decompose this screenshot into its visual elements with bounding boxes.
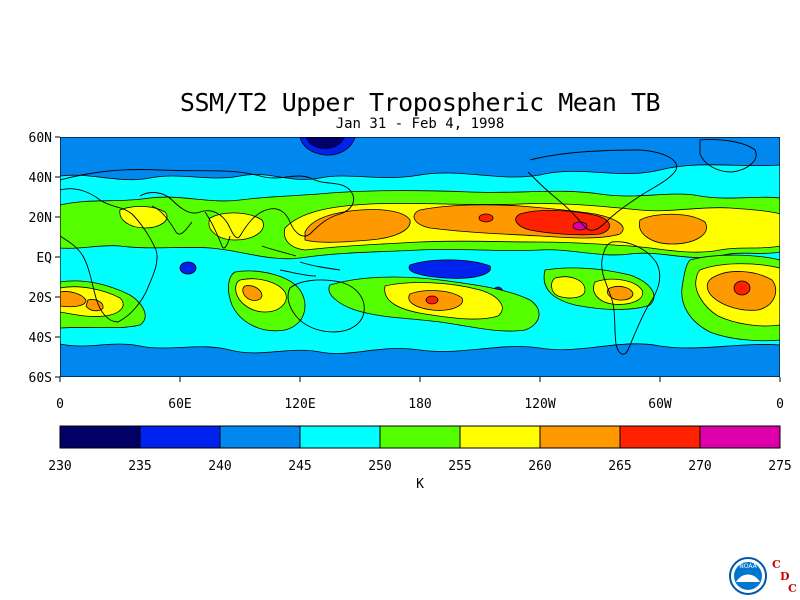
colorbar-swatch bbox=[619, 425, 701, 449]
lat-tick-label: 60S bbox=[29, 371, 52, 386]
lon-tick-label: 60W bbox=[648, 397, 672, 412]
field-270-north bbox=[572, 221, 588, 231]
field-base bbox=[60, 137, 780, 377]
colorbar-level-label: 245 bbox=[288, 459, 311, 474]
field-235-indian bbox=[179, 261, 197, 275]
lon-tick-label: 60E bbox=[168, 397, 191, 412]
field-260-south bbox=[60, 271, 776, 312]
cdc-letter-1: C bbox=[772, 558, 781, 571]
colorbar-swatch bbox=[539, 425, 621, 449]
colorbar-unit: K bbox=[416, 477, 424, 492]
lat-tick-label: 60N bbox=[29, 131, 52, 146]
lon-tick-label: 120E bbox=[284, 397, 315, 412]
field-240-north bbox=[60, 137, 780, 181]
lon-tick-label: 0 bbox=[56, 397, 64, 412]
lon-tick-label: 0 bbox=[776, 397, 784, 412]
colorbar: 230 235 240 245 250 255 260 265 270 275 bbox=[48, 425, 792, 474]
noaa-logo-bird-icon bbox=[736, 574, 760, 582]
chart-subtitle: Jan 31 - Feb 4, 1998 bbox=[335, 116, 505, 132]
lat-tick-label: 20S bbox=[29, 291, 52, 306]
lat-tick-label: 40N bbox=[29, 171, 52, 186]
coast-se-asia-islands bbox=[261, 245, 341, 277]
coast-eurasia bbox=[60, 169, 354, 239]
cdc-letter-2: D bbox=[780, 570, 790, 583]
lon-tick-label: 120W bbox=[524, 397, 555, 412]
cdc-letter-3: C bbox=[788, 582, 797, 595]
noaa-cdc-logo: NOAA C D C bbox=[729, 557, 797, 595]
coast-arabia-india bbox=[151, 205, 231, 249]
noaa-logo-text: NOAA bbox=[739, 563, 757, 570]
coast-australia bbox=[287, 279, 365, 333]
coast-s-america bbox=[601, 241, 661, 355]
lat-tick-label: 40S bbox=[29, 331, 52, 346]
colorbar-level-label: 250 bbox=[368, 459, 391, 474]
coast-n-america bbox=[527, 149, 678, 231]
field-230-north bbox=[306, 137, 345, 150]
colorbar-level-label: 275 bbox=[768, 459, 791, 474]
lat-tick-label: EQ bbox=[36, 251, 52, 266]
field-235-eq-pacific bbox=[408, 259, 491, 279]
field-265-south-atl bbox=[733, 280, 751, 296]
colorbar-swatch bbox=[59, 425, 141, 449]
colorbar-level-label: 270 bbox=[688, 459, 711, 474]
latitude-axis: 60N 40N 20N EQ 20S 40S 60S bbox=[29, 131, 60, 386]
colorbar-swatch bbox=[219, 425, 301, 449]
temperature-field-map bbox=[60, 137, 780, 377]
field-265-spcz bbox=[425, 295, 439, 305]
lon-tick-label: 180 bbox=[408, 397, 431, 412]
colorbar-swatch bbox=[699, 425, 781, 449]
longitude-axis: 0 60E 120E 180 120W 60W 0 bbox=[56, 377, 784, 412]
colorbar-swatch bbox=[139, 425, 221, 449]
colorbar-level-label: 230 bbox=[48, 459, 71, 474]
field-260-north bbox=[304, 204, 707, 245]
colorbar-level-label: 260 bbox=[528, 459, 551, 474]
colorbar-swatch bbox=[379, 425, 461, 449]
lat-tick-label: 20N bbox=[29, 211, 52, 226]
field-265-n-small bbox=[478, 213, 494, 223]
colorbar-swatch bbox=[459, 425, 541, 449]
coast-africa bbox=[60, 188, 158, 323]
coast-greenland bbox=[699, 139, 757, 173]
field-240-south bbox=[60, 343, 780, 377]
colorbar-level-label: 265 bbox=[608, 459, 631, 474]
chart-title: SSM/T2 Upper Tropospheric Mean TB bbox=[179, 88, 661, 117]
coastlines bbox=[60, 139, 757, 355]
colorbar-swatch bbox=[299, 425, 381, 449]
colorbar-level-label: 240 bbox=[208, 459, 231, 474]
colorbar-level-label: 235 bbox=[128, 459, 151, 474]
colorbar-level-label: 255 bbox=[448, 459, 471, 474]
